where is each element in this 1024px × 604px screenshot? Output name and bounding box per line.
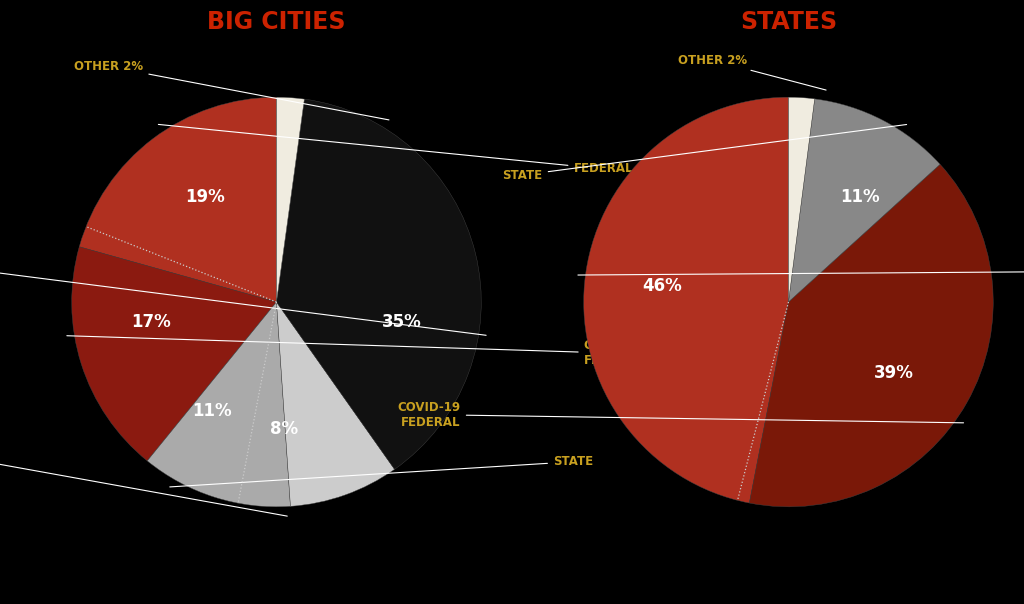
Wedge shape xyxy=(276,97,304,302)
Wedge shape xyxy=(584,97,788,503)
Title: BIG CITIES: BIG CITIES xyxy=(207,10,346,34)
Text: LOCAL: LOCAL xyxy=(0,259,486,335)
Text: 8%: 8% xyxy=(270,420,299,438)
Text: STATE: STATE xyxy=(503,124,906,182)
Text: 39%: 39% xyxy=(873,364,913,382)
Text: 19%: 19% xyxy=(185,188,225,206)
Text: 17%: 17% xyxy=(131,313,171,331)
Wedge shape xyxy=(750,164,993,507)
Wedge shape xyxy=(788,97,815,302)
Text: STATE: STATE xyxy=(170,455,593,487)
Text: OTHER 2%: OTHER 2% xyxy=(678,54,826,90)
Text: 46%: 46% xyxy=(643,277,682,295)
Text: 11%: 11% xyxy=(193,402,231,420)
Text: FEDERAL: FEDERAL xyxy=(578,265,1024,278)
Wedge shape xyxy=(276,99,481,469)
Text: COVID-19
FEDERAL: COVID-19 FEDERAL xyxy=(397,400,964,429)
Wedge shape xyxy=(147,302,291,507)
Text: COVID-19
FEDERAL: COVID-19 FEDERAL xyxy=(67,336,647,367)
Wedge shape xyxy=(788,99,940,302)
Text: FEDERAL: FEDERAL xyxy=(159,124,633,175)
Wedge shape xyxy=(79,97,276,302)
Text: OTHER 2%: OTHER 2% xyxy=(74,60,389,120)
Text: COVID-19
STATE: COVID-19 STATE xyxy=(0,435,288,516)
Text: 35%: 35% xyxy=(382,313,422,331)
Title: STATES: STATES xyxy=(740,10,837,34)
Wedge shape xyxy=(72,247,276,461)
Text: 11%: 11% xyxy=(840,188,880,206)
Wedge shape xyxy=(276,302,394,506)
